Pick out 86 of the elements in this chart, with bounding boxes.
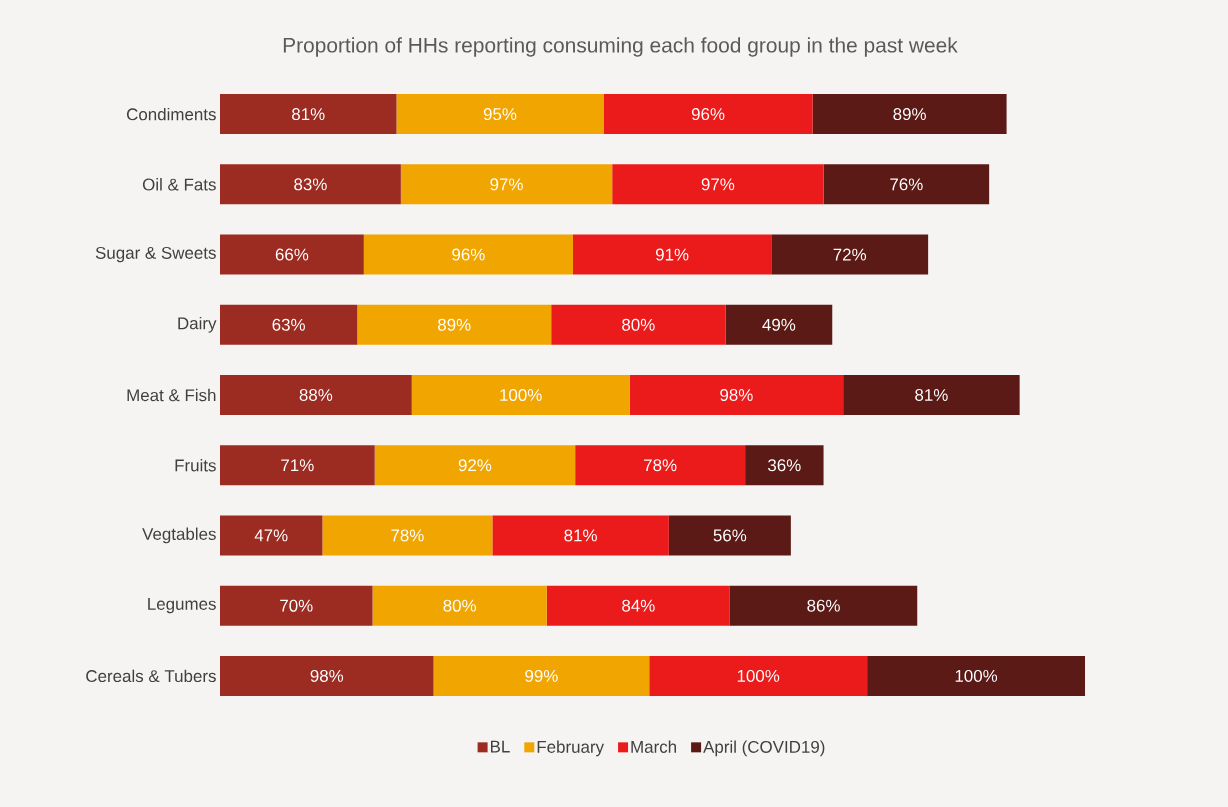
bar bbox=[374, 445, 576, 486]
y-tick-label: Condiments bbox=[126, 107, 216, 121]
data-label: 97% bbox=[701, 178, 735, 191]
data-label: 63% bbox=[272, 318, 305, 331]
bar bbox=[629, 374, 844, 415]
bar bbox=[843, 374, 1020, 415]
bar bbox=[400, 164, 613, 205]
bar bbox=[546, 585, 730, 626]
bar bbox=[612, 164, 824, 205]
bar bbox=[322, 515, 493, 556]
data-label: 81% bbox=[915, 388, 948, 401]
data-label: 89% bbox=[893, 108, 926, 121]
data-label: 78% bbox=[644, 459, 677, 472]
data-label: 100% bbox=[737, 669, 780, 682]
data-label: 91% bbox=[655, 248, 689, 261]
data-label: 76% bbox=[890, 178, 923, 191]
data-label: 47% bbox=[254, 529, 288, 542]
data-label: 96% bbox=[452, 248, 485, 261]
bar bbox=[812, 94, 1007, 135]
data-label: 98% bbox=[310, 669, 344, 682]
data-label: 56% bbox=[713, 529, 747, 542]
data-label: 80% bbox=[622, 318, 655, 331]
chart-title: Proportion of HHs reporting consuming each food group in the past week bbox=[283, 37, 958, 57]
data-label: 71% bbox=[281, 459, 314, 472]
bar bbox=[668, 515, 791, 556]
data-label: 84% bbox=[622, 599, 655, 612]
bar bbox=[396, 94, 604, 135]
y-tick-label: Fruits bbox=[175, 459, 216, 472]
bar bbox=[492, 515, 669, 556]
bar bbox=[575, 445, 746, 486]
legend-label: April (COVID19) bbox=[703, 740, 825, 757]
y-tick-label: Cereals & Tubers bbox=[86, 669, 216, 683]
legend-label: BL bbox=[490, 740, 510, 753]
bar bbox=[220, 94, 397, 135]
bar bbox=[363, 234, 573, 275]
data-label: 86% bbox=[807, 599, 840, 612]
bar bbox=[867, 655, 1086, 696]
bar bbox=[725, 304, 833, 345]
bar bbox=[649, 655, 868, 696]
bar bbox=[433, 655, 650, 696]
data-label: 100% bbox=[500, 388, 542, 401]
data-label: 95% bbox=[483, 108, 517, 121]
bar bbox=[220, 234, 364, 275]
data-label: 97% bbox=[490, 178, 523, 191]
data-label: 88% bbox=[299, 388, 333, 401]
bar bbox=[411, 374, 630, 415]
data-label: 80% bbox=[443, 599, 477, 612]
legend-label: February bbox=[537, 740, 605, 757]
y-tick-label: Dairy bbox=[178, 316, 217, 333]
bar bbox=[220, 164, 401, 205]
data-label: 81% bbox=[564, 529, 597, 542]
data-label: 78% bbox=[391, 529, 424, 542]
data-label: 96% bbox=[691, 108, 725, 121]
bar bbox=[220, 304, 358, 345]
bar bbox=[745, 445, 824, 486]
data-label: 83% bbox=[294, 178, 327, 191]
bar bbox=[603, 94, 813, 135]
bar bbox=[220, 655, 434, 696]
data-label: 81% bbox=[292, 108, 325, 121]
data-label: 66% bbox=[275, 248, 309, 261]
y-tick-label: Vegtables bbox=[142, 527, 216, 544]
data-label: 72% bbox=[833, 248, 867, 261]
bar bbox=[551, 304, 726, 345]
data-label: 100% bbox=[955, 669, 998, 682]
bar bbox=[372, 585, 547, 626]
y-tick-label: Meat & Fish bbox=[127, 388, 216, 402]
bar bbox=[357, 304, 552, 345]
bar bbox=[572, 234, 772, 275]
data-label: 99% bbox=[525, 669, 558, 682]
y-tick-label: Legumes bbox=[148, 598, 216, 614]
bar bbox=[220, 585, 373, 626]
data-label: 92% bbox=[458, 459, 492, 472]
bar bbox=[220, 374, 412, 415]
data-label: 89% bbox=[438, 318, 471, 331]
legend-label: March bbox=[631, 740, 676, 753]
y-tick-label: Oil & Fats bbox=[142, 178, 216, 191]
data-label: 70% bbox=[280, 599, 313, 612]
bar bbox=[220, 515, 323, 556]
bar bbox=[823, 164, 990, 205]
bar bbox=[220, 445, 375, 486]
data-label: 49% bbox=[762, 318, 796, 331]
data-label: 36% bbox=[768, 459, 801, 472]
bar bbox=[771, 234, 929, 275]
y-tick-label: Sugar & Sweets bbox=[95, 246, 216, 263]
data-label: 98% bbox=[720, 388, 753, 401]
bar bbox=[729, 585, 918, 626]
